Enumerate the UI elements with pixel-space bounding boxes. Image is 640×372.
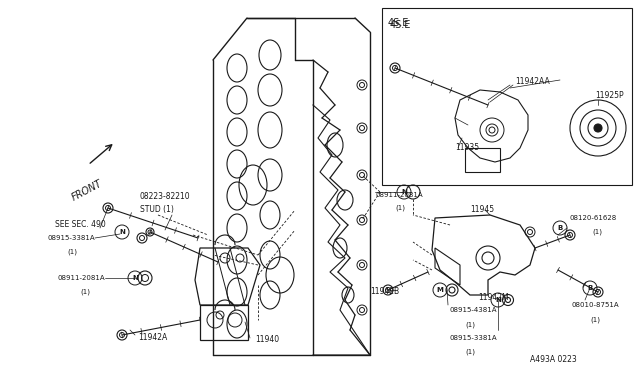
Text: A493A 0223: A493A 0223 xyxy=(530,356,577,365)
Text: N: N xyxy=(119,229,125,235)
Text: (1): (1) xyxy=(80,289,90,295)
Text: SEE SEC. 490: SEE SEC. 490 xyxy=(55,220,106,229)
Text: 11942AA: 11942AA xyxy=(515,77,550,87)
Text: 11945: 11945 xyxy=(470,205,494,215)
Text: N: N xyxy=(132,275,138,281)
Text: 11942M: 11942M xyxy=(478,294,509,302)
Text: 08915-3381A: 08915-3381A xyxy=(47,235,95,241)
Text: 08911-2081A: 08911-2081A xyxy=(58,275,106,281)
Text: (1): (1) xyxy=(465,322,475,328)
Circle shape xyxy=(594,124,602,132)
Text: 11940: 11940 xyxy=(255,336,279,344)
Text: STUD (1): STUD (1) xyxy=(140,205,174,214)
Text: B: B xyxy=(557,225,563,231)
Text: (1): (1) xyxy=(395,205,405,211)
Text: 11935: 11935 xyxy=(455,144,479,153)
Text: (1): (1) xyxy=(465,349,475,355)
Text: 08915-4381A: 08915-4381A xyxy=(450,307,497,313)
Text: (1): (1) xyxy=(67,249,77,255)
Text: 08911-2081A: 08911-2081A xyxy=(375,192,422,198)
Text: FRONT: FRONT xyxy=(70,178,104,202)
Text: N: N xyxy=(401,189,407,195)
Text: 4S.E: 4S.E xyxy=(390,20,412,30)
Text: M: M xyxy=(436,287,444,293)
Text: 11942A: 11942A xyxy=(138,334,167,343)
Text: 08120-61628: 08120-61628 xyxy=(570,215,617,221)
Text: 08010-8751A: 08010-8751A xyxy=(572,302,620,308)
Text: 4S.E: 4S.E xyxy=(388,18,410,28)
Text: 08223-82210: 08223-82210 xyxy=(140,192,191,201)
Text: 11942B: 11942B xyxy=(370,288,399,296)
Text: B: B xyxy=(588,285,593,291)
Text: 08915-3381A: 08915-3381A xyxy=(450,335,498,341)
Bar xyxy=(382,8,632,185)
Text: (1): (1) xyxy=(592,229,602,235)
Text: N: N xyxy=(495,297,501,303)
Text: 11925P: 11925P xyxy=(595,90,623,99)
Text: (1): (1) xyxy=(590,317,600,323)
